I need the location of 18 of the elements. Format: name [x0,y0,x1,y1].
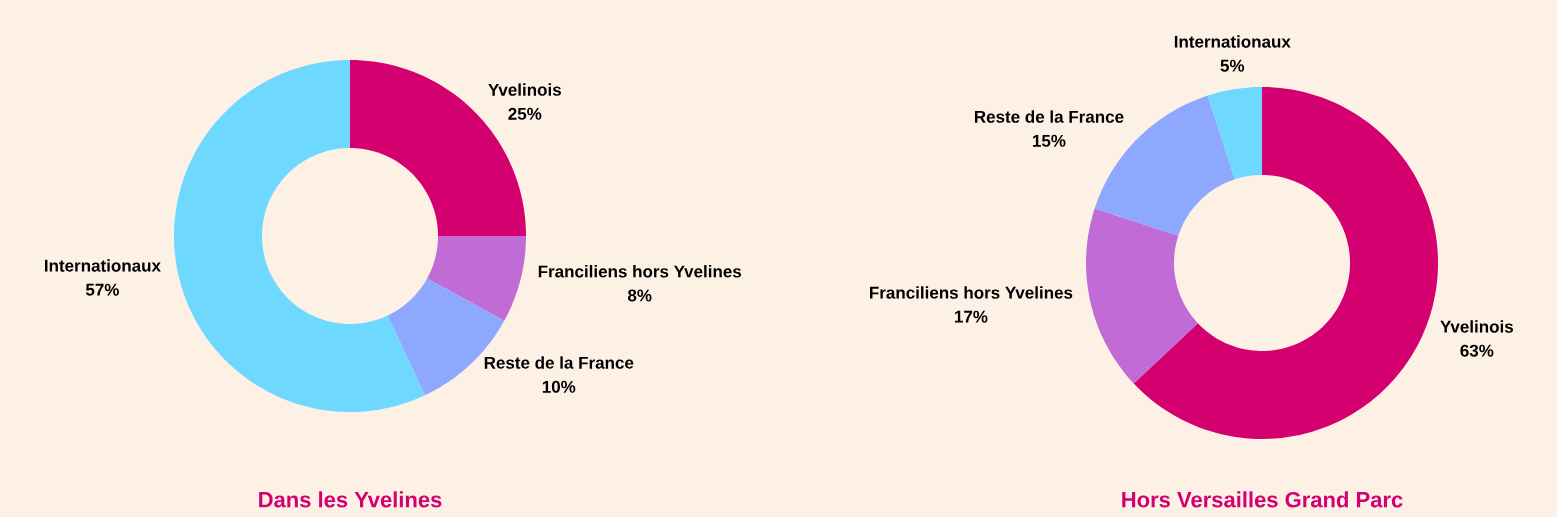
data-label: 5% [1220,59,1245,72]
slice-label: Internationaux [1174,35,1291,48]
data-label: 63% [1460,344,1494,357]
data-label: 25% [508,107,542,120]
slice-label: Franciliens hors Yvelines [870,286,1073,299]
slice-label: Yvelinois [1440,320,1514,333]
slice-label: Reste de la France [484,356,634,369]
text: Hors Versailles Grand Parc [1122,491,1403,508]
data-label: 15% [1033,134,1066,147]
slice-label: Reste de la France [974,110,1124,123]
data-label: 57% [85,283,119,296]
data-label: 17% [954,310,988,323]
data-label: 8% [627,289,652,302]
slice-label: Yvelinois [488,83,561,96]
text: Dans les Yvelines [259,491,442,508]
data-label: 10% [542,380,576,393]
slice-label: Internationaux [44,259,161,272]
slice-label: Franciliens hors Yvelines [538,265,742,278]
